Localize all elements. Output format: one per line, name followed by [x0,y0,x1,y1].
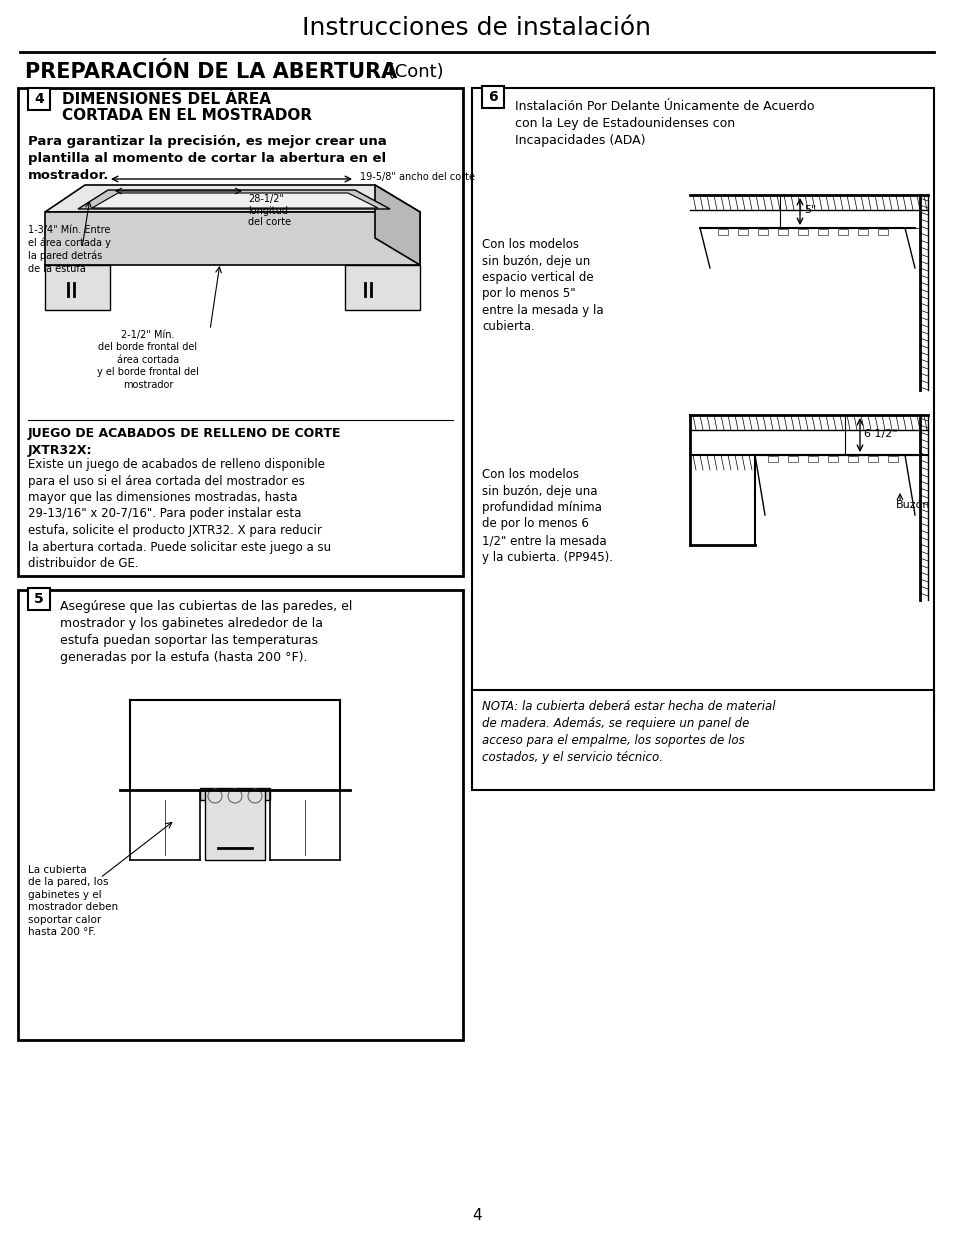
Text: 5": 5" [803,205,816,215]
Polygon shape [78,190,390,209]
Bar [28,588,50,610]
Bar [18,590,462,1040]
Bar [867,456,877,462]
Bar [787,456,797,462]
Text: (Cont): (Cont) [381,63,443,82]
Bar [758,228,767,235]
Bar [738,228,747,235]
Text: Instalación Por Delante Únicamente de Acuerdo
con la Ley de Estadounidenses con
: Instalación Por Delante Únicamente de Ac… [515,100,814,147]
Text: Para garantizar la precisión, es mejor crear una
plantilla al momento de cortar : Para garantizar la precisión, es mejor c… [28,135,386,182]
Text: PREPARACIÓN DE LA ABERTURA: PREPARACIÓN DE LA ABERTURA [25,62,396,82]
Text: 4: 4 [472,1208,481,1223]
Text: 28-1/2"
longitud
del corte: 28-1/2" longitud del corte [248,194,291,227]
Bar [837,228,847,235]
Bar [18,88,462,576]
Bar [472,88,933,708]
Text: La cubierta
de la pared, los
gabinetes y el
mostrador deben
soportar calor
hasta: La cubierta de la pared, los gabinetes y… [28,864,118,937]
Bar [45,266,110,310]
Bar [847,456,857,462]
Bar [807,456,817,462]
Text: Con los modelos
sin buzón, deje una
profundidad mínima
de por lo menos 6
1/2" en: Con los modelos sin buzón, deje una prof… [481,468,613,563]
Bar [481,86,503,107]
Text: 2-1/2" Mín.
del borde frontal del
área cortada
y el borde frontal del
mostrador: 2-1/2" Mín. del borde frontal del área c… [97,330,199,389]
Bar [827,456,837,462]
Text: Instrucciones de instalación: Instrucciones de instalación [302,16,651,40]
Bar [200,788,270,800]
Text: 6: 6 [488,90,497,104]
Polygon shape [91,193,377,207]
Bar [857,228,867,235]
Text: Existe un juego de acabados de relleno disponible
para el uso si el área cortada: Existe un juego de acabados de relleno d… [28,458,331,571]
Polygon shape [375,185,419,266]
Bar [345,266,419,310]
Bar [205,790,265,860]
Text: CORTADA EN EL MOSTRADOR: CORTADA EN EL MOSTRADOR [62,109,312,124]
Bar [718,228,727,235]
Text: 4: 4 [34,91,44,106]
Text: Con los modelos
sin buzón, deje un
espacio vertical de
por lo menos 5"
entre la : Con los modelos sin buzón, deje un espac… [481,238,603,333]
Text: Asegúrese que las cubiertas de las paredes, el
mostrador y los gabinetes alreded: Asegúrese que las cubiertas de las pared… [60,600,352,664]
Text: JUEGO DE ACABADOS DE RELLENO DE CORTE
JXTR32X:: JUEGO DE ACABADOS DE RELLENO DE CORTE JX… [28,427,341,457]
Text: DIMENSIONES DEL ÁREA: DIMENSIONES DEL ÁREA [62,93,271,107]
Bar [877,228,887,235]
Text: 6 1/2": 6 1/2" [863,429,897,438]
Text: Buzón: Buzón [895,500,929,510]
Bar [817,228,827,235]
Text: 1-3/4" Mín. Entre
el área cortada y
la pared detrás
de la estufa: 1-3/4" Mín. Entre el área cortada y la p… [28,225,111,273]
Bar [472,690,933,790]
Bar [28,88,50,110]
Bar [887,456,897,462]
Polygon shape [45,212,419,266]
Bar [767,456,778,462]
Bar [797,228,807,235]
Text: 5: 5 [34,592,44,606]
Polygon shape [45,185,419,212]
Text: 19-5/8" ancho del corte: 19-5/8" ancho del corte [359,172,475,182]
Bar [778,228,787,235]
Text: NOTA: la cubierta deberá estar hecha de material
de madera. Además, se requiere : NOTA: la cubierta deberá estar hecha de … [481,700,775,764]
